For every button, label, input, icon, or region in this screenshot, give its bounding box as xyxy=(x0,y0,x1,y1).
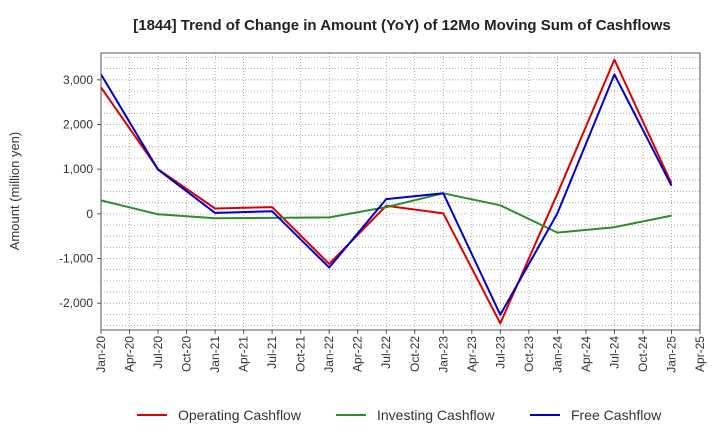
series-line-free-cashflow xyxy=(100,73,673,316)
x-tick-label: Jul-23 xyxy=(493,336,507,369)
x-tick-label: Oct-23 xyxy=(522,336,536,372)
x-tick-label: Oct-22 xyxy=(408,336,422,372)
x-tick-label: Jan-24 xyxy=(550,336,564,373)
x-tick-label: Apr-25 xyxy=(693,336,707,372)
series-line-operating-cashflow xyxy=(100,58,673,325)
x-tick-label: Jan-22 xyxy=(322,336,336,373)
legend-label-free: Free Cashflow xyxy=(571,407,662,423)
chart-title: [1844] Trend of Change in Amount (YoY) o… xyxy=(133,17,671,34)
x-tick-label: Apr-21 xyxy=(237,336,251,372)
series-line-investing-cashflow xyxy=(100,192,672,234)
x-tick-label: Oct-24 xyxy=(636,336,650,372)
x-tick-label: Jul-21 xyxy=(265,336,279,369)
x-axis-ticks: Jan-20 Apr-20 Jul-20 Oct-20 Jan-21 Apr-21 Jul-… xyxy=(94,330,707,373)
x-tick-label: Jul-24 xyxy=(607,336,621,369)
legend-label-operating: Operating Cashflow xyxy=(178,407,302,423)
x-tick-label: Jan-20 xyxy=(94,336,108,373)
x-tick-label: Apr-23 xyxy=(465,336,479,372)
y-tick-label: -2,000 xyxy=(59,296,93,310)
legend: Operating Cashflow Investing Cashflow Fr… xyxy=(137,407,662,423)
x-tick-label: Jul-22 xyxy=(379,336,393,369)
x-tick-label: Jul-20 xyxy=(151,336,165,369)
x-tick-label: Apr-24 xyxy=(579,336,593,372)
y-tick-label: 1,000 xyxy=(63,162,93,176)
legend-label-investing: Investing Cashflow xyxy=(377,407,495,423)
y-axis-label: Amount (million yen) xyxy=(7,132,22,251)
x-tick-label: Jan-21 xyxy=(208,336,222,373)
y-tick-label: -1,000 xyxy=(59,252,93,266)
x-tick-label: Apr-20 xyxy=(123,336,137,372)
plot-frame xyxy=(100,52,701,331)
y-axis-ticks: 3,000 2,000 1,000 0 -1,000 -2,000 xyxy=(59,73,101,310)
y-tick-label: 3,000 xyxy=(63,73,93,87)
y-tick-label: 0 xyxy=(86,207,93,221)
x-tick-label: Jan-23 xyxy=(436,336,450,373)
y-tick-label: 2,000 xyxy=(63,117,93,131)
x-tick-label: Apr-22 xyxy=(351,336,365,372)
series-lines xyxy=(100,58,673,325)
x-tick-label: Oct-20 xyxy=(180,336,194,372)
x-tick-label: Oct-21 xyxy=(294,336,308,372)
x-tick-label: Jan-25 xyxy=(664,336,678,373)
